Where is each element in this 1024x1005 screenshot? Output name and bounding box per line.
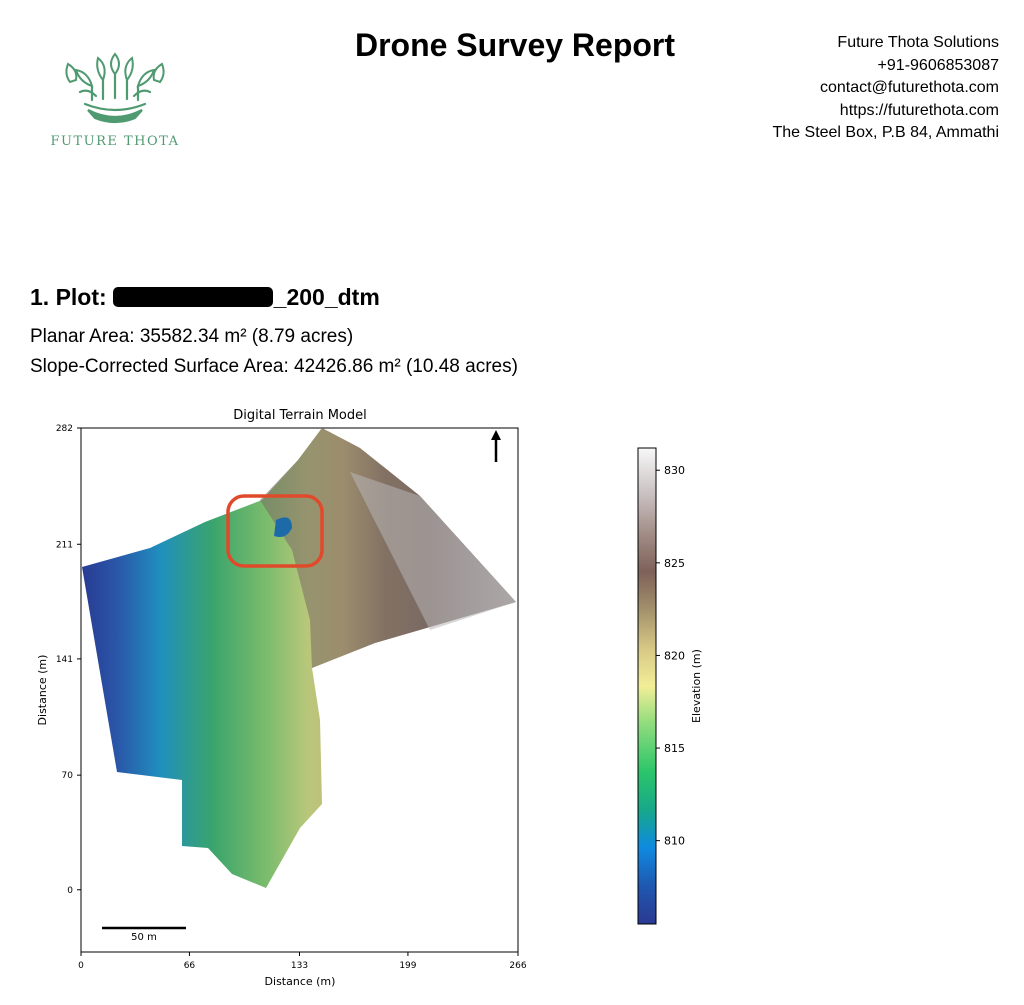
colorbar-tick-label: 810 — [664, 835, 685, 848]
planar-area-text: Planar Area: 35582.34 m² (8.79 acres) — [30, 326, 354, 347]
dtm-figure: 50 m Digital Terrain Model Distance (m) … — [30, 400, 750, 1000]
company-contact-block: Future Thota Solutions +91-9606853087 co… — [773, 32, 1000, 145]
sprouting-leaves-bowl-icon — [65, 52, 165, 124]
north-arrow-icon — [491, 430, 501, 462]
logo-wordmark: FUTURE THOTA — [50, 134, 180, 149]
colorbar-tick-label: 815 — [664, 742, 685, 755]
plot-heading-suffix: _200_dtm — [273, 284, 380, 310]
company-address: The Steel Box, P.B 84, Ammathi — [772, 124, 1000, 141]
x-tick-label: 133 — [291, 961, 308, 971]
plot-heading-prefix: 1. Plot: — [30, 284, 107, 310]
scale-bar: 50 m — [102, 926, 186, 943]
colorbar-tick-label: 830 — [664, 464, 685, 477]
redacted-plot-name — [112, 287, 273, 307]
x-axis-label: Distance (m) — [265, 975, 336, 988]
dtm-figure-svg: 50 m Digital Terrain Model Distance (m) … — [36, 408, 703, 988]
x-tick-label: 266 — [509, 961, 526, 971]
y-tick-label: 70 — [62, 771, 74, 781]
company-email[interactable]: contact@futurethota.com — [820, 79, 999, 96]
terrain-depression — [274, 517, 292, 537]
x-tick-label: 66 — [184, 961, 196, 971]
y-tick-label: 282 — [56, 424, 73, 434]
colorbar-tick-label: 825 — [664, 557, 685, 570]
company-phone: +91-9606853087 — [877, 56, 999, 74]
plot-heading: 1. Plot: _200_dtm — [30, 284, 380, 311]
company-logo: FUTURE THOTA — [40, 52, 190, 152]
y-tick-label: 211 — [56, 540, 73, 550]
chart-title: Digital Terrain Model — [233, 408, 366, 423]
surface-area-text: Slope-Corrected Surface Area: 42426.86 m… — [30, 356, 518, 377]
scale-bar-label: 50 m — [131, 932, 157, 943]
x-tick-label: 0 — [78, 961, 84, 971]
report-title: Drone Survey Report — [354, 27, 676, 63]
y-tick-label: 0 — [67, 886, 73, 896]
colorbar-label: Elevation (m) — [690, 649, 703, 723]
y-tick-label: 141 — [56, 655, 73, 665]
colorbar-tick-label: 820 — [664, 649, 685, 662]
company-website[interactable]: https://futurethota.com — [839, 101, 999, 119]
y-axis-label: Distance (m) — [36, 655, 49, 726]
highlight-box — [226, 494, 324, 568]
colorbar — [637, 447, 657, 925]
company-name: Future Thota Solutions — [837, 34, 999, 51]
terrain-peak — [350, 472, 516, 630]
x-tick-label: 199 — [399, 961, 416, 971]
